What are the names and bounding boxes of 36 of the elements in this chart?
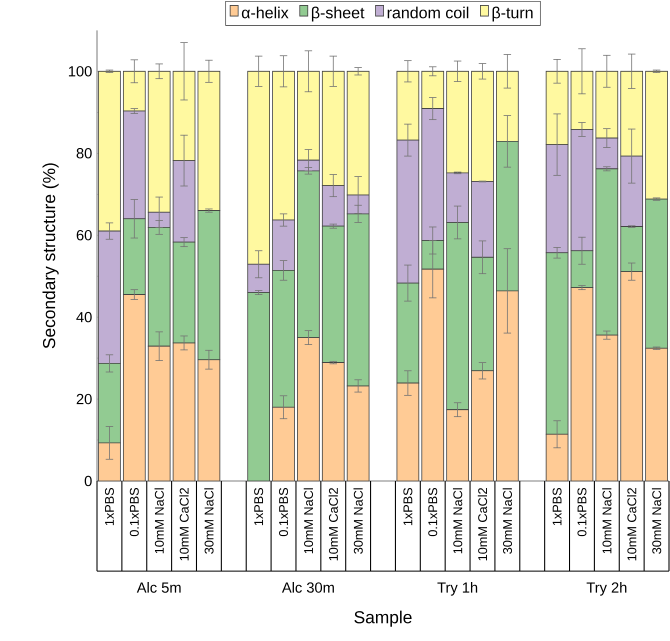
y-tick-label: 60 [76,230,92,240]
x-axis-title: Sample [354,610,412,627]
x-tick-label: 0.1xPBS [130,488,139,536]
x-tick-label: 30mM NaCl [502,488,512,554]
text: Alc 30m [282,582,334,593]
legend-label: β-sheet [312,6,364,22]
x-tick-label: 30mM NaCl [353,488,363,554]
x-tick-label: 10mM NaCl [452,488,462,554]
x-tick-label: 10mM NaCl [304,488,314,554]
y-tick-label: 80 [76,148,92,158]
x-tick-label: 1xPBS [254,488,264,526]
x-tick-label: 10mM CaCl2 [328,488,338,560]
text: Alc 5m [136,582,181,593]
x-tick-label: 10mM CaCl2 [478,488,488,560]
y-tick-label: 100 [68,66,92,76]
x-tick-label: 10mM CaCl2 [627,488,636,560]
x-tick-label: 30mM NaCl [652,488,662,554]
x-tick-label: 1xPBS [403,488,412,526]
x-tick-label: 10mM NaCl [602,488,612,554]
y-tick-label: 20 [76,394,92,404]
legend-label: β-turn [492,6,533,22]
y-axis-title: Secondary structure (%) [42,163,59,348]
x-tick-label: 30mM NaCl [204,488,214,554]
x-tick-label: 0.1xPBS [279,488,288,536]
x-tick-label: 1xPBS [552,488,562,526]
text: Try 2h [586,582,626,596]
x-tick-label: 10mM CaCl2 [179,488,189,560]
x-tick-label: 10mM NaCl [154,488,164,554]
x-tick-label: 0.1xPBS [428,488,438,536]
x-tick-label: 1xPBS [104,488,114,526]
y-tick-label: 0 [84,476,92,486]
text: Try 1h [437,582,478,596]
legend-label: α-helix [242,6,289,18]
x-tick-label: 0.1xPBS [577,488,586,536]
legend-label: random coil [388,6,468,18]
y-tick-label: 40 [76,312,92,322]
